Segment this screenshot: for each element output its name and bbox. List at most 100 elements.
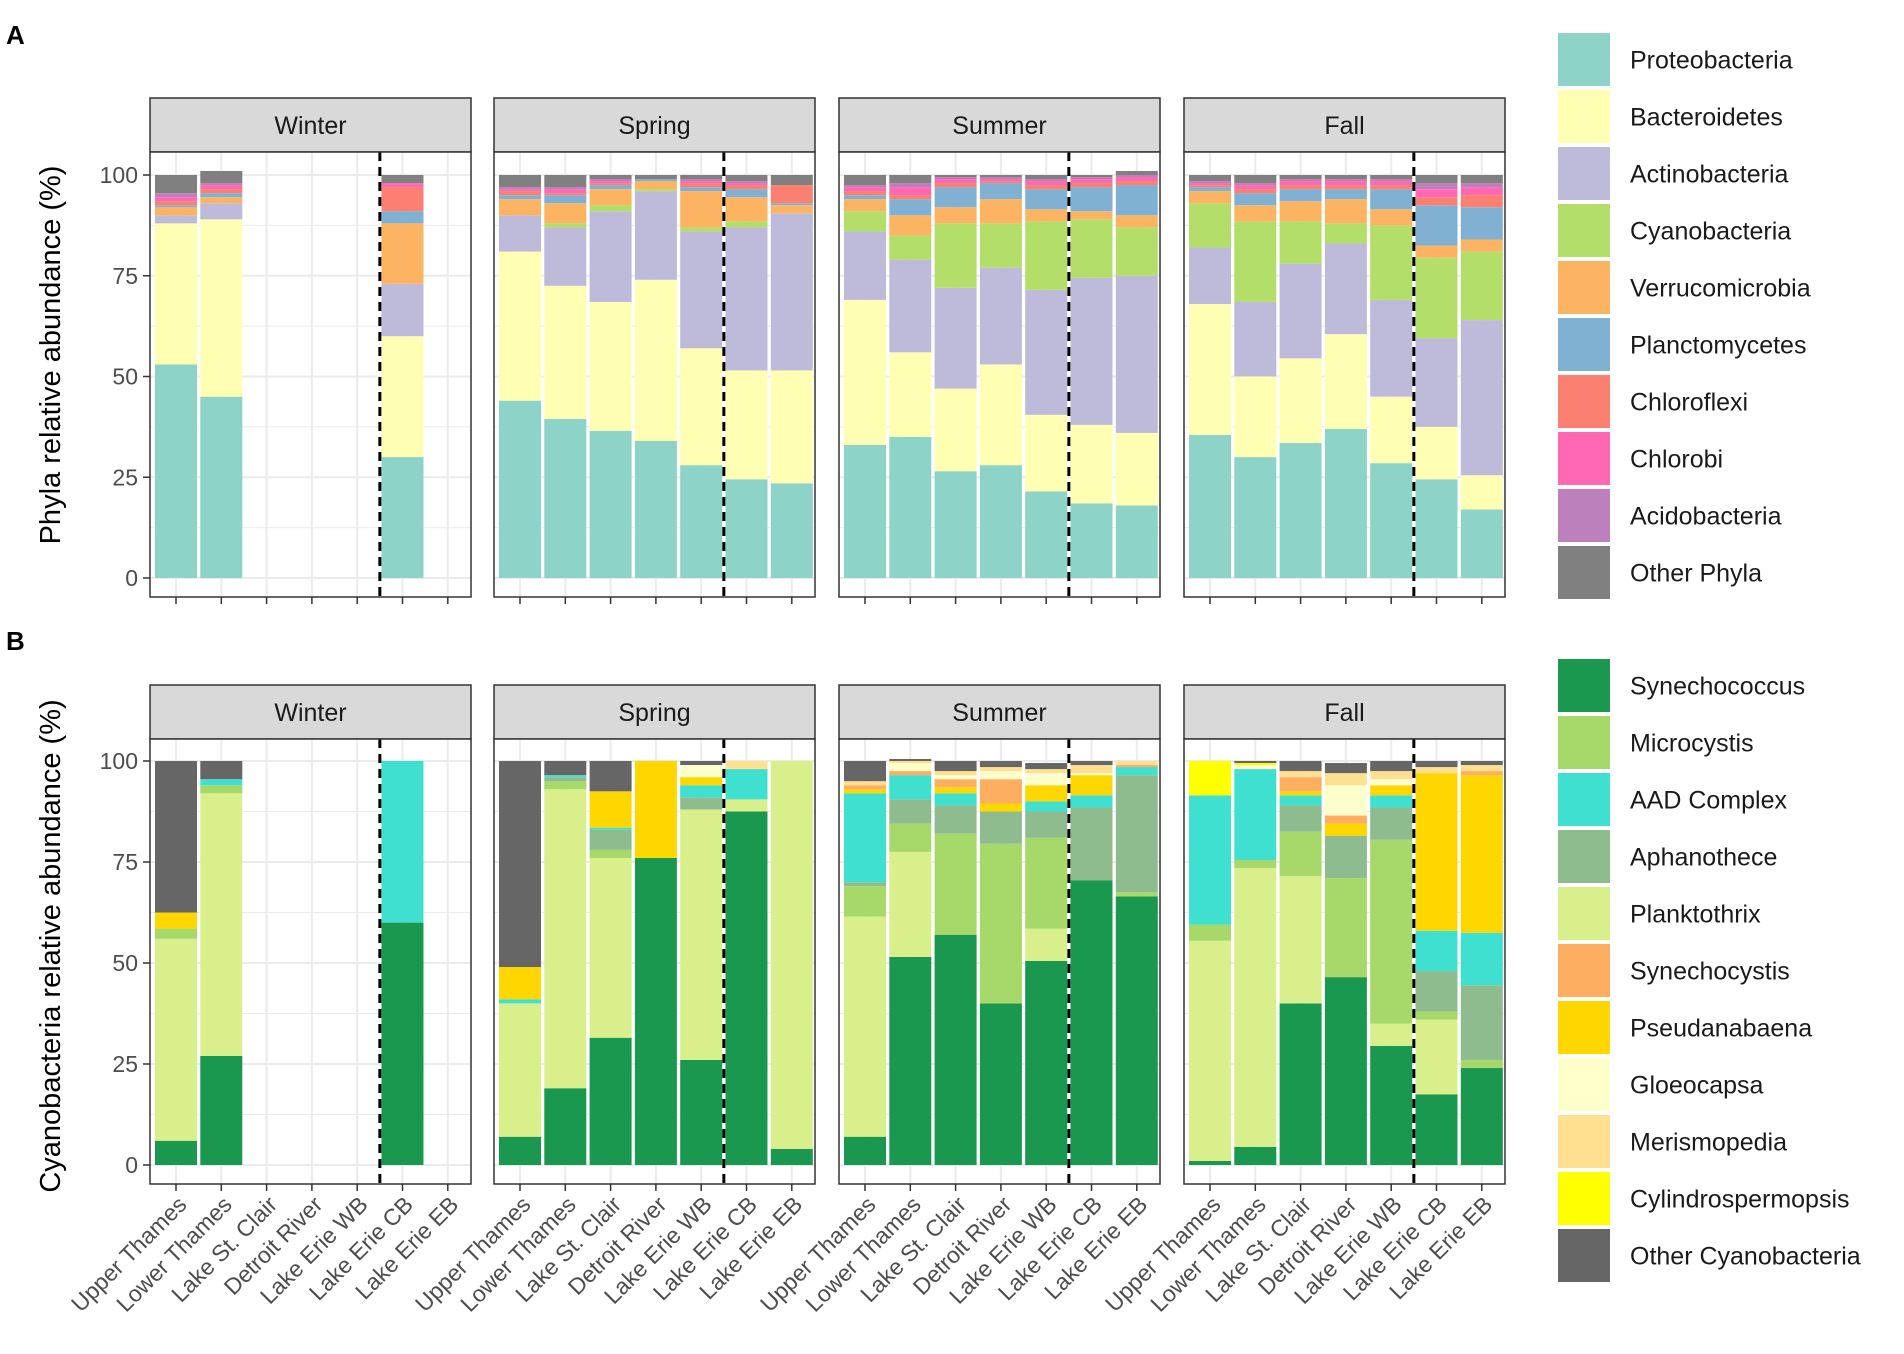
facet-strip <box>838 684 1161 740</box>
bar-segment-other-phyla <box>1234 175 1277 184</box>
bar-segment-actinobacteria <box>1415 338 1458 427</box>
legend-swatch <box>1558 1001 1610 1054</box>
bar-segment-planctomycetes <box>844 195 886 200</box>
bar-segment-other-phyla <box>770 175 813 186</box>
legend-label: Aphanothece <box>1630 844 1777 872</box>
bar-segment-pseudanabaena <box>499 967 541 1000</box>
bar-segment-merismopedia <box>844 781 886 786</box>
bar-segment-synechocystis <box>1115 765 1158 768</box>
bar-segment-chlorobi <box>1189 183 1231 186</box>
bar-segment-synechococcus <box>155 1140 197 1165</box>
bar-segment-chlorobi <box>200 185 243 190</box>
bar-segment-proteobacteria <box>1070 503 1113 578</box>
bar-segment-chlorobi <box>1460 187 1503 196</box>
bar-segment-planktothrix <box>1189 940 1231 1161</box>
bar-segment-actinobacteria <box>979 267 1022 365</box>
bar-segment-chlorobi <box>1279 181 1322 186</box>
bar-segment-cyanobacteria <box>1070 219 1113 278</box>
bar-segment-merismopedia <box>1324 773 1367 786</box>
bar-segment-synechococcus <box>1025 960 1068 1165</box>
legend-item: Planctomycetes <box>1558 318 1806 371</box>
bar-segment-planctomycetes <box>1324 189 1367 200</box>
bar-segment-other-cyanobacteria <box>589 761 632 792</box>
bar-segment-other-cyanobacteria <box>200 761 243 780</box>
bar-segment-synechocystis <box>934 779 977 788</box>
legend-item: Other Phyla <box>1558 546 1762 599</box>
bar-segment-acidobacteria <box>1415 183 1458 190</box>
bar-segment-merismopedia <box>1415 767 1458 774</box>
bar-segment-other-phyla <box>844 175 886 186</box>
legend-label: Verrucomicrobia <box>1630 275 1811 303</box>
bar-segment-other-cyanobacteria <box>1070 761 1113 766</box>
bar-segment-aad-complex <box>1234 769 1277 860</box>
legend-swatch <box>1558 1058 1610 1111</box>
bar-segment-other-phyla <box>589 175 632 180</box>
legend-item: Actinobacteria <box>1558 147 1789 200</box>
bar-segment-synechocystis <box>844 785 886 790</box>
bar-segment-acidobacteria <box>589 179 632 182</box>
facet-strip <box>1183 97 1506 153</box>
bar-segment-planctomycetes <box>1370 189 1413 210</box>
bar-segment-cyanobacteria <box>1115 227 1158 276</box>
bar-segment-verrucomicrobia <box>680 191 723 228</box>
bar-segment-planktothrix <box>155 938 197 1141</box>
bar-segment-merismopedia <box>934 771 977 776</box>
bar-segment-verrucomicrobia <box>200 197 243 204</box>
facet-strip-label: Spring <box>618 699 690 727</box>
legend-item: Gloeocapsa <box>1558 1058 1764 1111</box>
bar-segment-chloroflexi <box>1234 189 1277 194</box>
bar-segment-bacteroidetes <box>634 279 677 441</box>
legend-swatch <box>1558 489 1610 542</box>
bar-segment-synechococcus <box>1460 1068 1503 1165</box>
bar-segment-planctomycetes <box>544 195 587 204</box>
bar-segment-proteobacteria <box>544 418 587 578</box>
bar-segment-other-cyanobacteria <box>680 761 723 766</box>
legend-item: Chloroflexi <box>1558 375 1748 428</box>
legend-item: Proteobacteria <box>1558 33 1793 86</box>
facet-strip-label: Fall <box>1324 112 1364 140</box>
bar-segment-other-cyanobacteria <box>1370 761 1413 772</box>
bar-segment-planktothrix <box>1279 876 1322 1004</box>
legend-swatch <box>1558 887 1610 940</box>
bar-segment-actinobacteria <box>725 227 768 371</box>
bar-segment-other-phyla <box>1460 175 1503 184</box>
bar-segment-merismopedia <box>1025 769 1068 774</box>
bar-segment-proteobacteria <box>725 479 768 578</box>
bar-segment-aphanothece <box>1324 835 1367 879</box>
bar-segment-synechococcus <box>725 811 768 1165</box>
bar-segment-aphanothece <box>979 811 1022 844</box>
bar-segment-synechococcus <box>1115 896 1158 1165</box>
bar-segment-aphanothece <box>934 805 977 834</box>
bar-segment-planktothrix <box>844 916 886 1137</box>
bar-segment-verrucomicrobia <box>1279 201 1322 222</box>
bar-segment-planctomycetes <box>725 189 768 198</box>
bar-segment-actinobacteria <box>200 203 243 220</box>
bar-segment-acidobacteria <box>1025 179 1068 182</box>
bar-segment-aad-complex <box>1070 795 1113 808</box>
bar-segment-bacteroidetes <box>1279 358 1322 443</box>
bar-segment-chlorobi <box>1115 177 1158 182</box>
bar-segment-planktothrix <box>544 789 587 1089</box>
bar-segment-actinobacteria <box>381 283 424 337</box>
bar-segment-merismopedia <box>1460 765 1503 772</box>
bar-segment-other-cyanobacteria <box>155 761 197 913</box>
legend-label: Cyanobacteria <box>1630 218 1791 246</box>
bar-segment-gloeocapsa <box>680 765 723 778</box>
bar-segment-verrucomicrobia <box>1234 205 1277 222</box>
bar-segment-acidobacteria <box>155 193 197 198</box>
bar-segment-other-cyanobacteria <box>979 761 1022 768</box>
bar-segment-chloroflexi <box>844 191 886 196</box>
bar-segment-proteobacteria <box>200 396 243 578</box>
bar-segment-microcystis <box>589 849 632 858</box>
legend-a: Proteobacteria Bacteroidetes Actinobacteri… <box>1558 33 1811 599</box>
legend-swatch <box>1558 1229 1610 1282</box>
bar-segment-cyanobacteria <box>979 223 1022 268</box>
bar-segment-gloeocapsa <box>889 763 932 772</box>
bar-segment-synechococcus <box>1070 880 1113 1165</box>
bar-segment-synechocystis <box>889 771 932 776</box>
bar-segment-planktothrix <box>680 809 723 1060</box>
bar-segment-planctomycetes <box>1415 205 1458 246</box>
bar-segment-planctomycetes <box>155 205 197 208</box>
bar-segment-verrucomicrobia <box>381 223 424 284</box>
bar-segment-chlorobi <box>934 179 977 184</box>
